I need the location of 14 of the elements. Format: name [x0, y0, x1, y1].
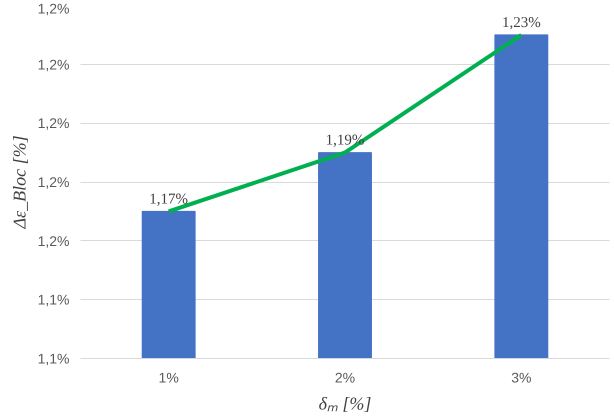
- x-tick-label: 2%: [334, 370, 356, 386]
- y-tick-label: 1,1%: [38, 292, 70, 308]
- y-tick-label: 1,2%: [38, 115, 70, 132]
- y-tick-label: 1,2%: [38, 174, 70, 190]
- data-label: 1,17%: [149, 191, 188, 208]
- y-tick-label: 1,2%: [38, 0, 70, 16]
- y-tick-label: 1,1%: [38, 350, 70, 366]
- x-tick-label: 3%: [511, 370, 532, 386]
- y-axis-title: Δε_Bloc [%]: [10, 135, 30, 230]
- data-label: 1,23%: [502, 14, 541, 31]
- y-tick-label: 1,2%: [38, 232, 70, 249]
- y-tick-label: 1,2%: [38, 56, 70, 72]
- x-axis-title: δₘ [%]: [318, 394, 372, 414]
- x-tick-label: 1%: [158, 370, 179, 386]
